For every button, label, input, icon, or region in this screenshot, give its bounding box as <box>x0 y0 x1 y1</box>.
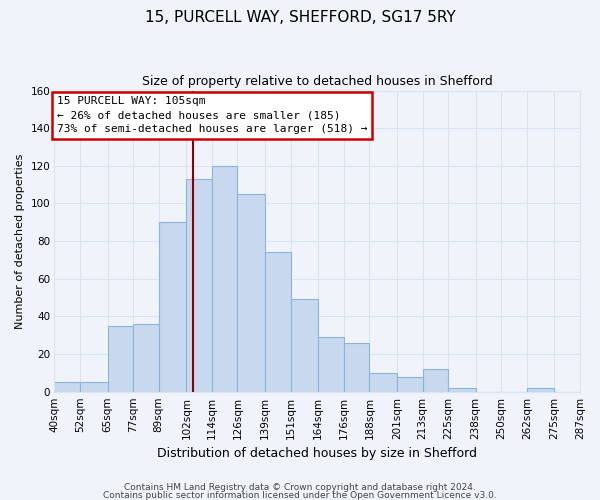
Bar <box>187 179 212 392</box>
Bar <box>448 388 476 392</box>
X-axis label: Distribution of detached houses by size in Shefford: Distribution of detached houses by size … <box>157 447 477 460</box>
Text: Contains HM Land Registry data © Crown copyright and database right 2024.: Contains HM Land Registry data © Crown c… <box>124 484 476 492</box>
Y-axis label: Number of detached properties: Number of detached properties <box>15 154 25 329</box>
Bar <box>290 300 318 392</box>
Bar <box>318 337 344 392</box>
Title: Size of property relative to detached houses in Shefford: Size of property relative to detached ho… <box>142 75 493 88</box>
Bar <box>370 373 397 392</box>
Bar <box>55 382 80 392</box>
Text: 15 PURCELL WAY: 105sqm
← 26% of detached houses are smaller (185)
73% of semi-de: 15 PURCELL WAY: 105sqm ← 26% of detached… <box>56 96 367 134</box>
Bar <box>422 369 448 392</box>
Text: 15, PURCELL WAY, SHEFFORD, SG17 5RY: 15, PURCELL WAY, SHEFFORD, SG17 5RY <box>145 10 455 25</box>
Bar <box>397 376 422 392</box>
Bar <box>344 342 370 392</box>
Text: Contains public sector information licensed under the Open Government Licence v3: Contains public sector information licen… <box>103 491 497 500</box>
Bar <box>107 326 133 392</box>
Bar <box>80 382 107 392</box>
Bar <box>238 194 265 392</box>
Bar <box>133 324 159 392</box>
Bar <box>527 388 554 392</box>
Bar <box>159 222 187 392</box>
Bar <box>212 166 238 392</box>
Bar <box>265 252 290 392</box>
